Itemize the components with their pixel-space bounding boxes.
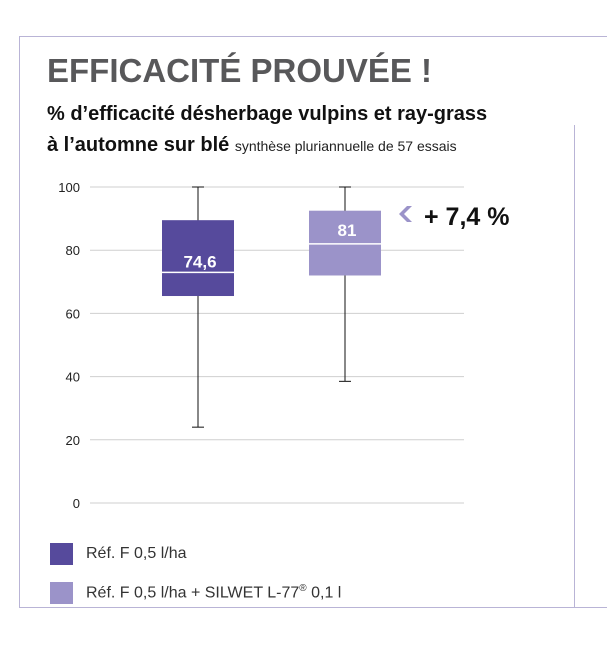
frame-right-line — [574, 125, 575, 607]
box — [162, 220, 234, 297]
y-tick-label: 80 — [66, 243, 80, 258]
legend-item-silwet: Réf. F 0,5 l/ha + SILWET L-77® 0,1 l — [50, 582, 341, 604]
frame-top-line — [19, 36, 607, 37]
y-tick-label: 0 — [73, 496, 80, 511]
legend-item-ref: Réf. F 0,5 l/ha — [50, 543, 187, 565]
legend-label-silwet: Réf. F 0,5 l/ha + SILWET L-77® 0,1 l — [86, 583, 341, 602]
legend-label-ref: Réf. F 0,5 l/ha — [86, 545, 187, 562]
legend-label-silwet-dose: 0,1 l — [306, 584, 342, 602]
legend-swatch-ref — [50, 543, 73, 565]
chart-subtitle-line2-text: à l’automne sur blé — [47, 134, 230, 156]
y-tick-label: 100 — [58, 180, 80, 195]
data-label: 74,6 — [183, 252, 216, 271]
y-tick-label: 60 — [66, 306, 80, 321]
frame-left-line — [19, 36, 20, 608]
data-label: 81 — [338, 221, 357, 240]
chart-subtitle-line1: % d’efficacité désherbage vulpins et ray… — [47, 103, 488, 125]
chart-subtitle-note: synthèse pluriannuelle de 57 essais — [234, 138, 457, 154]
annotation-label: + 7,4 % — [424, 203, 509, 231]
legend-swatch-silwet — [50, 582, 73, 604]
legend-label-silwet-main: Réf. F 0,5 l/ha + SILWET L-77 — [86, 584, 300, 602]
registered-mark: ® — [299, 583, 307, 595]
y-tick-label: 20 — [66, 433, 80, 448]
box — [309, 210, 381, 276]
chevron-left-icon — [399, 206, 412, 222]
frame-bottom-line — [19, 607, 607, 608]
chart-subtitle-line2: à l’automne sur blé synthèse pluriannuel… — [47, 134, 457, 157]
page-title: EFFICACITÉ PROUVÉE ! — [47, 52, 433, 89]
y-tick-label: 40 — [66, 370, 80, 385]
